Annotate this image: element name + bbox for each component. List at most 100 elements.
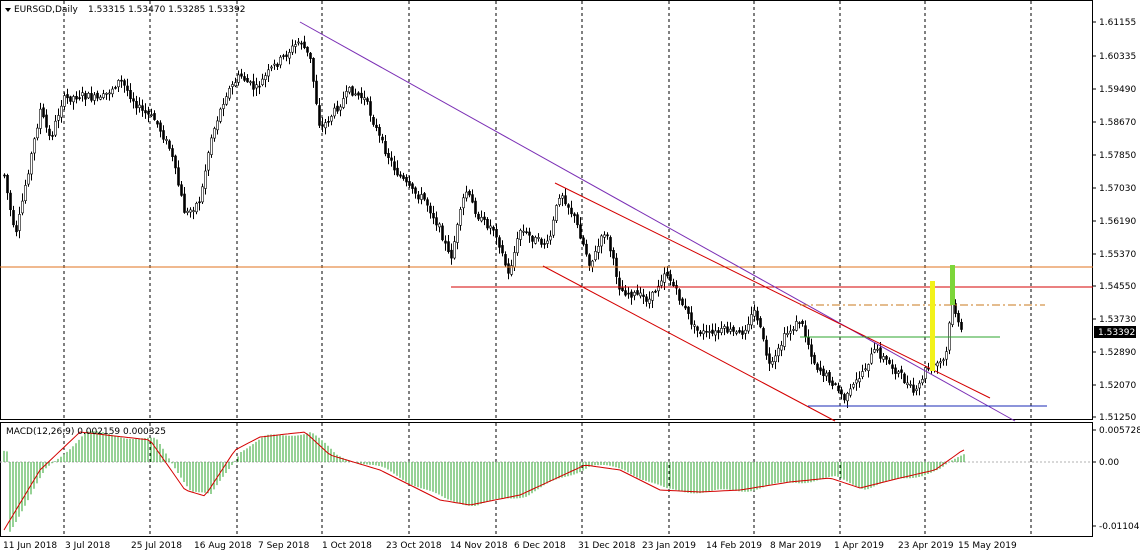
- candle-body: [90, 93, 93, 101]
- candle-body: [246, 78, 249, 83]
- candle: [891, 359, 894, 375]
- candle-body: [762, 328, 765, 340]
- candle: [189, 207, 192, 218]
- candle-body: [663, 273, 666, 283]
- macd-indicator: [0, 431, 1093, 532]
- candle: [420, 187, 423, 205]
- candle-body: [9, 192, 12, 211]
- candle: [864, 363, 867, 372]
- candle: [279, 55, 282, 69]
- descending-trendline[interactable]: [299, 21, 1016, 422]
- candle-body: [546, 240, 549, 244]
- candle-body: [351, 86, 354, 96]
- candle: [306, 46, 309, 57]
- candle-body: [705, 330, 708, 333]
- candle: [462, 193, 465, 216]
- candle-body: [393, 161, 396, 171]
- candle-body: [297, 41, 300, 44]
- candle-body: [825, 372, 828, 377]
- candle: [654, 289, 657, 294]
- candle: [777, 343, 780, 363]
- time-tick-label: 23 Oct 2018: [386, 541, 442, 551]
- candle-body: [72, 96, 75, 103]
- channel-lower-line[interactable]: [542, 265, 836, 422]
- candle-body: [810, 344, 813, 357]
- candle-body: [216, 120, 219, 131]
- candle: [528, 227, 531, 243]
- price-tick-label: 1.54550: [1099, 282, 1136, 292]
- candle: [873, 342, 876, 354]
- candle-body: [939, 361, 942, 364]
- candle: [69, 95, 72, 105]
- candle-body: [300, 42, 303, 45]
- candle-body: [858, 378, 861, 383]
- candle: [762, 326, 765, 342]
- candle: [648, 291, 651, 309]
- candle: [726, 321, 729, 334]
- candle: [432, 205, 435, 225]
- candle-body: [756, 310, 759, 321]
- candle-body: [42, 107, 45, 118]
- candle-body: [147, 110, 150, 115]
- candle-body: [816, 363, 819, 370]
- candle: [816, 362, 819, 373]
- candle-body: [627, 292, 630, 295]
- candle: [138, 97, 141, 113]
- candle-body: [651, 291, 654, 301]
- candle: [741, 326, 744, 340]
- candle-body: [15, 225, 18, 233]
- candle: [405, 174, 408, 187]
- candle-body: [234, 82, 237, 87]
- triangle-down-icon[interactable]: [5, 8, 11, 12]
- channel-upper-line[interactable]: [554, 182, 991, 399]
- candle: [630, 289, 633, 305]
- candle: [117, 79, 120, 92]
- price-tick: 1.57850: [1092, 151, 1136, 161]
- macd-tick-label: 0.005728: [1099, 426, 1140, 436]
- price-tick: 1.58670: [1092, 118, 1136, 128]
- candle: [807, 329, 810, 350]
- candle-body: [564, 195, 567, 205]
- candle: [102, 89, 105, 100]
- candle: [525, 227, 528, 235]
- candle-body: [207, 152, 210, 171]
- candle: [609, 235, 612, 258]
- analysis-drawings[interactable]: [0, 21, 1093, 422]
- candle-body: [96, 92, 99, 99]
- candle-body: [429, 205, 432, 214]
- candle-body: [600, 235, 603, 247]
- candle: [186, 207, 189, 216]
- green-highlight-bar[interactable]: [950, 265, 955, 305]
- candle-body: [129, 90, 132, 100]
- candle-body: [60, 105, 63, 118]
- candle-body: [771, 361, 774, 365]
- candle-body: [201, 186, 204, 203]
- candle: [837, 382, 840, 394]
- candle: [9, 190, 12, 217]
- candle-body: [57, 115, 60, 121]
- candle-body: [219, 108, 222, 122]
- candle-body: [618, 277, 621, 290]
- candle-body: [510, 265, 513, 275]
- candle: [294, 40, 297, 54]
- candle-body: [489, 225, 492, 229]
- candle: [258, 81, 261, 95]
- time-tick-label: 14 Nov 2018: [450, 541, 508, 551]
- candle: [588, 253, 591, 271]
- candle-body: [144, 110, 147, 114]
- candle: [858, 371, 861, 388]
- candle: [834, 382, 837, 386]
- candle-body: [909, 384, 912, 386]
- candle: [252, 73, 255, 97]
- candle-body: [801, 320, 804, 324]
- candle: [87, 91, 90, 99]
- yellow-highlight-bar[interactable]: [930, 281, 935, 371]
- candle: [378, 124, 381, 143]
- current-price-label: 1.53392: [1098, 328, 1135, 338]
- candle-body: [753, 309, 756, 317]
- candle: [90, 86, 93, 103]
- candle: [909, 380, 912, 388]
- candle: [417, 191, 420, 204]
